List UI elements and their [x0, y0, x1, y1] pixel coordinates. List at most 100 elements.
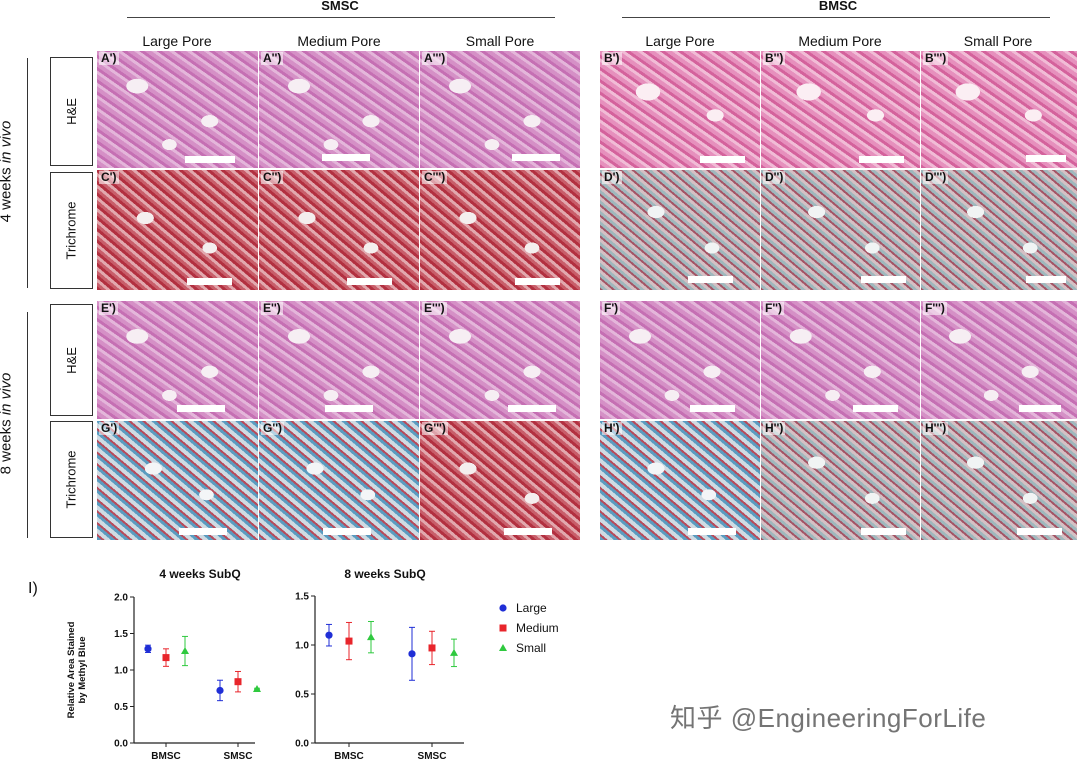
legend-label: Large	[516, 601, 547, 615]
micrograph-panel: D''')	[921, 170, 1077, 290]
panel-label: G')	[99, 421, 120, 435]
stain-label-he-4wk: H&E	[50, 57, 93, 166]
bmsc-group-title: BMSC	[818, 0, 858, 13]
column-label-smsc-large: Large Pore	[142, 33, 212, 49]
y-tick-label: 1.0	[114, 666, 128, 677]
micrograph-panel: H'')	[761, 421, 920, 540]
chart-8wk-title: 8 weeks SubQ	[344, 567, 426, 581]
micrograph-panel: F'')	[761, 301, 920, 419]
y-axis-label: Relative Area Stainedby Methyl Blue	[66, 621, 88, 718]
x-tick-label: BMSC	[334, 751, 363, 762]
timepoint-4-weeks-label: 4 weeks in vivo	[0, 120, 15, 223]
scale-bar	[504, 528, 552, 535]
panel-i-label: I)	[28, 580, 38, 597]
panel-label: B')	[602, 51, 622, 65]
micrograph-panel: F')	[600, 301, 760, 419]
micrograph-panel: A''')	[420, 51, 580, 168]
scale-bar	[347, 278, 392, 285]
chart-4wk-title: 4 weeks SubQ	[159, 567, 241, 581]
legend-item: Small	[496, 638, 559, 658]
panel-label: C''')	[422, 170, 448, 184]
micrograph-panel: C')	[97, 170, 258, 290]
timepoint-8-weeks-line	[27, 312, 28, 538]
micrograph-panel: B')	[600, 51, 760, 168]
micrograph-panel: A')	[97, 51, 258, 168]
data-point	[325, 631, 333, 639]
chart-4wk: 0.0 0.5 1.0 1.5 2.0 BMSC SMSC Relative Area Sta…	[66, 593, 261, 762]
scale-bar	[688, 528, 736, 535]
scale-bar	[688, 276, 733, 283]
panel-label: D'')	[763, 170, 786, 184]
micrograph-panel: C'')	[259, 170, 419, 290]
micrograph-panel: F''')	[921, 301, 1077, 419]
scale-bar	[690, 405, 735, 412]
panel-label: G'')	[261, 421, 285, 435]
legend-item: Medium	[496, 618, 559, 638]
column-label-bmsc-large: Large Pore	[645, 33, 715, 49]
scale-bar	[322, 154, 370, 161]
micrograph-panel: B'')	[761, 51, 920, 168]
data-point	[428, 644, 436, 652]
legend-marker	[496, 603, 510, 613]
data-point	[181, 647, 189, 655]
panel-label: H')	[602, 421, 622, 435]
panel-label: D''')	[923, 170, 949, 184]
panel-label: E')	[99, 301, 118, 315]
panel-label: C'')	[261, 170, 284, 184]
scale-bar	[185, 156, 235, 163]
stain-label-he-8wk: H&E	[50, 304, 93, 416]
watermark: 知乎 @EngineeringForLife	[670, 703, 987, 733]
data-point	[144, 645, 152, 653]
data-point	[234, 678, 242, 686]
timepoint-4-weeks-line	[27, 58, 28, 288]
x-tick-label: SMSC	[418, 751, 447, 762]
micrograph-panel: D')	[600, 170, 760, 290]
panel-label: H'')	[763, 421, 786, 435]
micrograph-panel: C''')	[420, 170, 580, 290]
column-label-smsc-medium: Medium Pore	[297, 33, 381, 49]
data-point	[162, 654, 170, 662]
scale-bar	[1026, 155, 1066, 162]
legend-label: Small	[516, 641, 547, 655]
data-point	[345, 637, 353, 645]
y-tick-label: 2.0	[114, 593, 128, 604]
legend-marker	[496, 643, 510, 653]
legend-marker	[496, 623, 510, 633]
panel-label: A')	[99, 51, 119, 65]
scale-bar	[700, 156, 745, 163]
micrograph-panel: E''')	[420, 301, 580, 419]
panel-label: E''')	[422, 301, 447, 315]
smsc-group-line	[127, 17, 555, 18]
y-tick-label: 0.5	[295, 690, 309, 701]
legend-marker-shape	[499, 624, 507, 632]
micrograph-panel: A'')	[259, 51, 419, 168]
panel-label: B'')	[763, 51, 786, 65]
stain-label-trichrome-8wk: Trichrome	[50, 421, 93, 538]
micrograph-panel: G')	[97, 421, 258, 540]
panel-label: F''')	[923, 301, 947, 315]
y-tick-label: 0.0	[295, 739, 309, 750]
y-tick-label: 1.0	[295, 641, 309, 652]
scale-bar	[515, 278, 560, 285]
legend-label: Medium	[516, 621, 559, 635]
panel-label: H''')	[923, 421, 949, 435]
scale-bar	[861, 528, 906, 535]
bmsc-group-line	[622, 17, 1050, 18]
y-tick-label: 1.5	[295, 592, 309, 603]
y-tick-label: 0.0	[114, 739, 128, 750]
x-tick-label: SMSC	[224, 751, 253, 762]
panel-label: E'')	[261, 301, 283, 315]
micrograph-panel: G'')	[259, 421, 419, 540]
panel-label: A''')	[422, 51, 448, 65]
legend-marker-shape	[499, 644, 507, 651]
panel-label: G''')	[422, 421, 448, 435]
micrograph-panel: H')	[600, 421, 760, 540]
data-point	[253, 684, 261, 692]
micrograph-panel: D'')	[761, 170, 920, 290]
panel-label: C')	[99, 170, 119, 184]
scale-bar	[508, 405, 556, 412]
scale-bar	[859, 156, 904, 163]
scale-bar	[853, 405, 898, 412]
micrograph-panel: G''')	[420, 421, 580, 540]
scale-bar	[1026, 276, 1066, 283]
